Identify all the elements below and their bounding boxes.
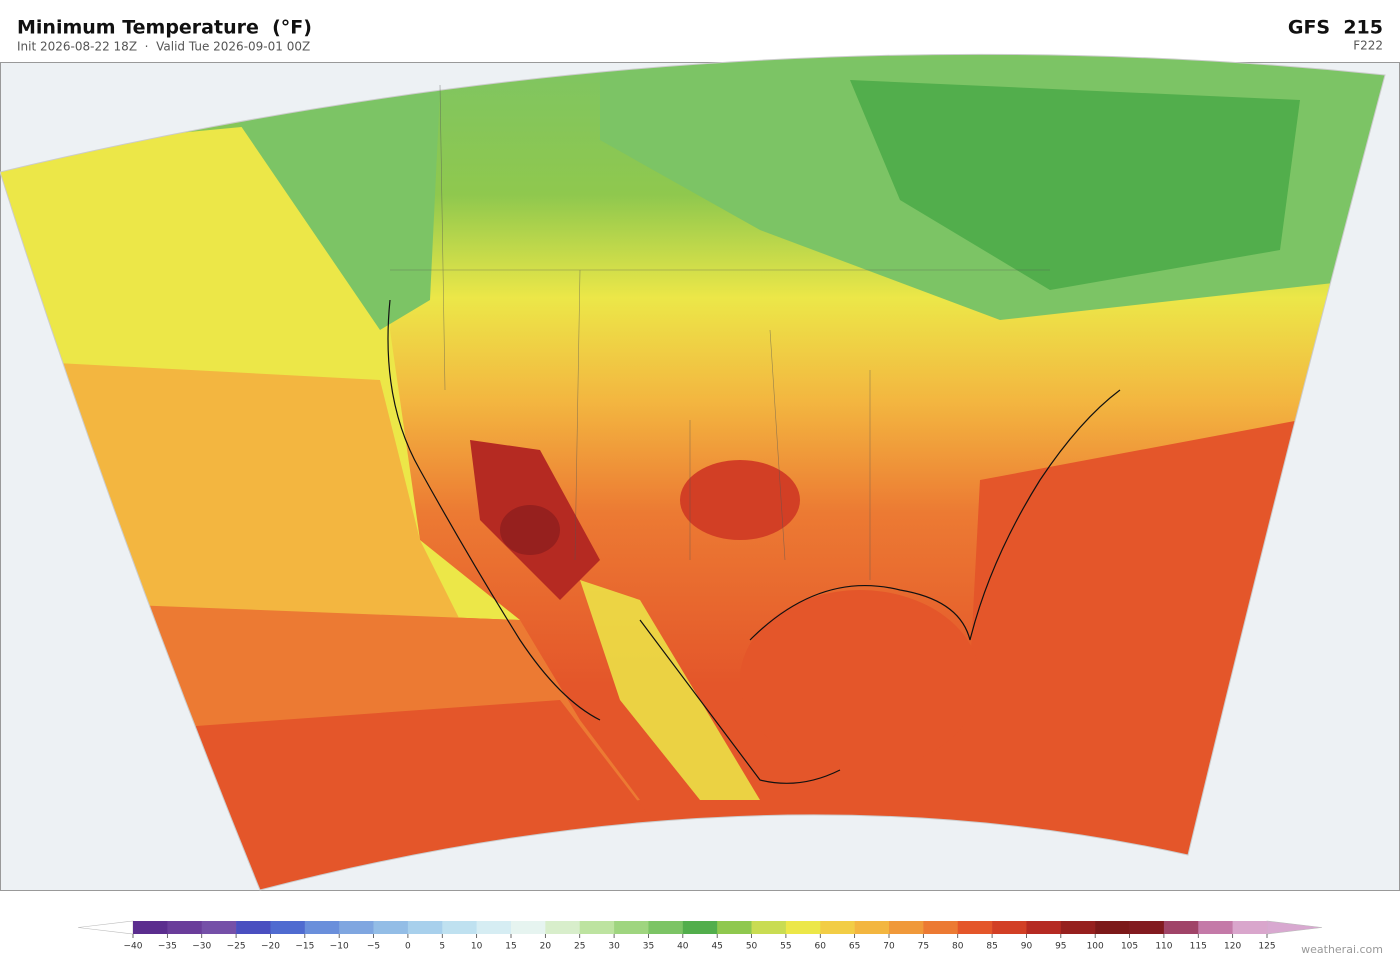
credit: weatherai.com	[1301, 943, 1383, 956]
colorbar-bin	[304, 921, 340, 934]
colorbar-bin	[1060, 921, 1096, 934]
colorbar-bin	[785, 921, 821, 934]
colorbar-tick-label: 85	[986, 942, 997, 952]
colorbar-tick-label: 105	[1121, 942, 1138, 952]
colorbar-tick-label: 75	[918, 942, 929, 952]
colorbar-tick-label: 10	[471, 942, 483, 952]
colorbar-tick-label: −15	[295, 942, 314, 952]
colorbar-bin	[1198, 921, 1233, 934]
colorbar-tick-label: 35	[643, 942, 654, 952]
colorbar-tick-label: 125	[1258, 942, 1275, 952]
title: Minimum Temperature (°F)	[17, 17, 312, 39]
colorbar-bin	[407, 921, 443, 934]
colorbar-tick-label: 65	[849, 942, 860, 952]
colorbar-tick-label: −5	[367, 942, 380, 952]
colorbar-extend-low	[77, 920, 134, 935]
colorbar-tick-label: 90	[1021, 942, 1033, 952]
colorbar-tick-label: 45	[711, 942, 722, 952]
colorbar-bin	[167, 921, 203, 934]
colorbar-bin	[854, 921, 890, 934]
colorbar-bin	[133, 921, 168, 934]
colorbar-tick-label: 70	[883, 942, 895, 952]
colorbar-tick-label: −35	[158, 942, 177, 952]
colorbar-tick-label: 50	[746, 942, 758, 952]
colorbar-tick-label: 55	[780, 942, 791, 952]
canada-cold	[850, 80, 1300, 290]
colorbar-bin	[1129, 921, 1165, 934]
coastlines	[387, 299, 1121, 784]
colorbar-bin	[201, 921, 237, 934]
plains-hot	[680, 460, 800, 540]
domain-outline	[0, 53, 1386, 891]
colorbar-tick-label: −40	[124, 942, 143, 952]
forecast-hour: F222	[1353, 39, 1383, 53]
colorbar-bin	[442, 921, 477, 934]
colorbar-bin	[992, 921, 1027, 934]
colorbar-tick-label: 120	[1224, 942, 1241, 952]
colorbar-tick-label: 20	[540, 942, 552, 952]
colorbar-bin	[717, 921, 752, 934]
colorbar-bin	[545, 921, 581, 934]
colorbar-bin	[889, 921, 924, 934]
colorbar-tick-label: 115	[1190, 942, 1207, 952]
colorbar: −40 −35 −30 −25 −20 −15 −10 −5 0 5 10 15 20 25 30 35 40 4…	[77, 920, 1323, 952]
colorbar-tick-label: −10	[330, 942, 349, 952]
colorbar-tick-label: 100	[1087, 942, 1104, 952]
colorbar-bin	[682, 921, 718, 934]
colorbar-tick-label: −20	[261, 942, 280, 952]
colorbar-bin	[1095, 921, 1130, 934]
colorbar-bin	[1232, 921, 1268, 934]
colorbar-bin	[923, 921, 959, 934]
colorbar-bin	[1163, 921, 1199, 934]
colorbar-bin	[820, 921, 855, 934]
colorbar-bin	[751, 921, 787, 934]
colorbar-bin	[614, 921, 649, 934]
model-label: GFS 215	[1288, 17, 1383, 39]
colorbar-bin	[476, 921, 512, 934]
colorbar-tick-label: 25	[574, 942, 585, 952]
colorbar-bin	[270, 921, 306, 934]
colorbar-tick-label: 110	[1155, 942, 1172, 952]
mexico-plateau	[580, 580, 760, 800]
colorbar-bin	[957, 921, 993, 934]
desert-hottest	[500, 505, 560, 555]
colorbar-bin	[648, 921, 684, 934]
colorbar-tick-label: 30	[608, 942, 620, 952]
colorbar-bin	[373, 921, 409, 934]
colorbar-tick-label: −25	[227, 942, 246, 952]
borders	[390, 84, 1050, 580]
bc-green	[230, 90, 440, 330]
colorbar-bin	[236, 921, 271, 934]
colorbar-tick-label: −30	[192, 942, 211, 952]
colorbar-bin	[579, 921, 615, 934]
colorbar-tick-label: 5	[439, 942, 445, 952]
subtitle: Init 2026-08-22 18Z · Valid Tue 2026-09-…	[17, 40, 310, 54]
colorbar-bin	[1026, 921, 1062, 934]
colorbar-tick-label: 0	[405, 942, 411, 952]
colorbar-tick-label: 95	[1055, 942, 1066, 952]
colorbar-tick-label: 80	[952, 942, 964, 952]
gulf	[740, 590, 980, 770]
colorbar-extend-high	[1266, 920, 1323, 935]
colorbar-bin	[511, 921, 546, 934]
colorbar-tick-label: 60	[815, 942, 827, 952]
colorbar-tick-label: 15	[505, 942, 516, 952]
colorbar-bin	[339, 921, 374, 934]
colorbar-tick-label: 40	[677, 942, 689, 952]
